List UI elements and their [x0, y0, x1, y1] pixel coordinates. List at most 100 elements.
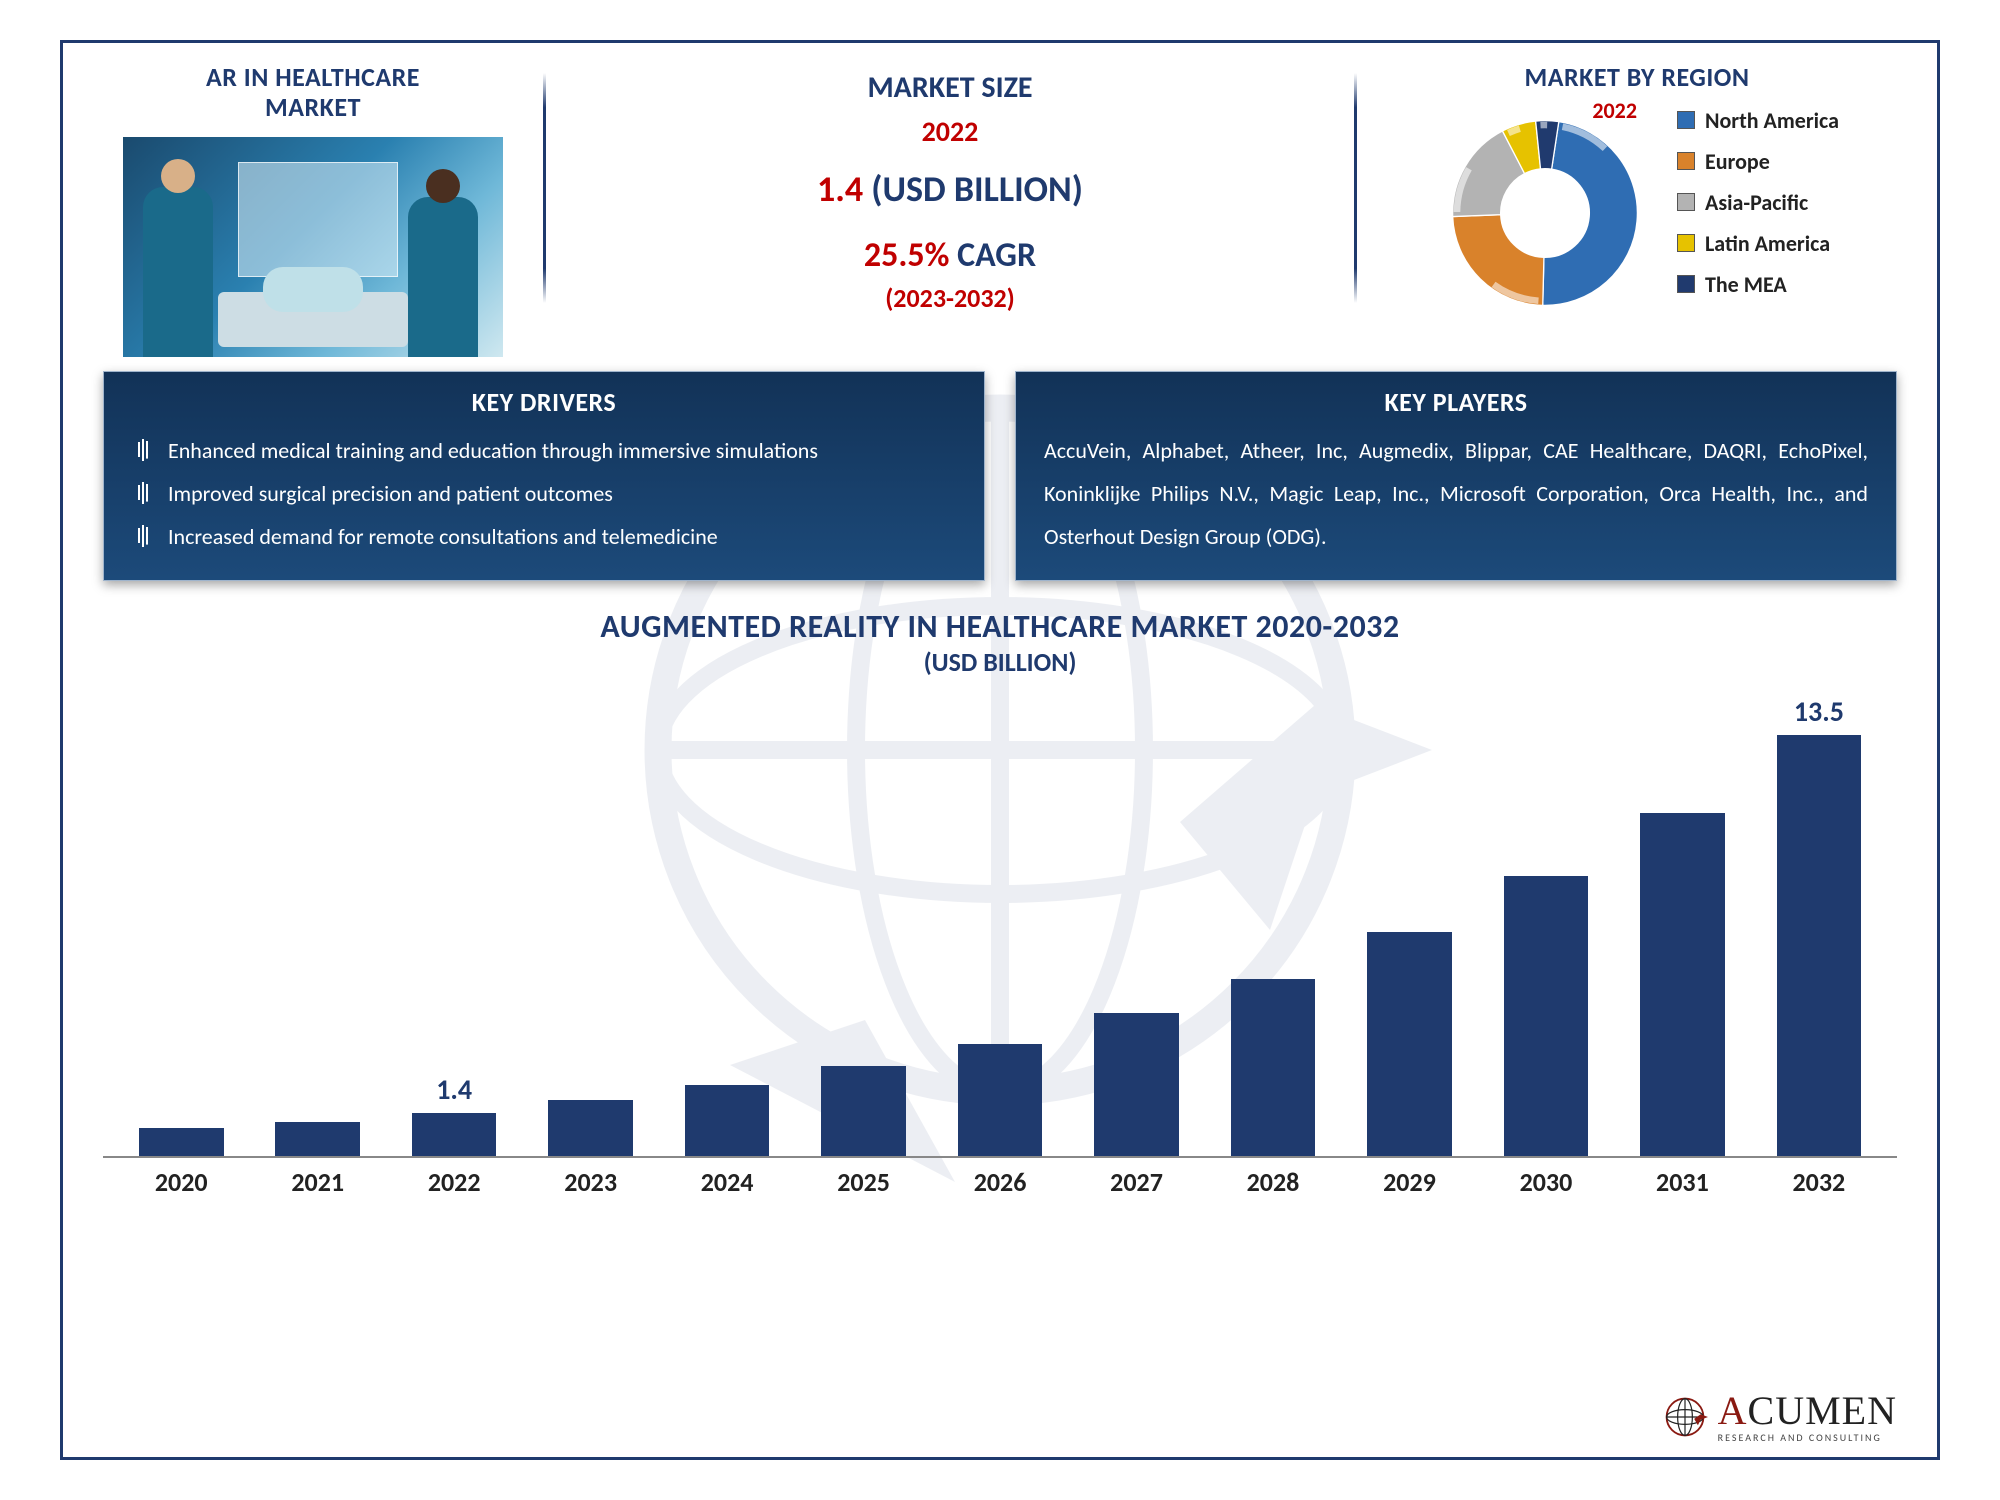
legend-label: Asia-Pacific — [1705, 189, 1808, 216]
bar-chart-title: AUGMENTED REALITY IN HEALTHCARE MARKET 2… — [103, 607, 1897, 678]
bar-slot — [1614, 698, 1750, 1156]
key-drivers-panel: KEY DRIVERS Enhanced medical training an… — [103, 371, 985, 582]
cagr-num: 25.5% — [864, 235, 950, 276]
bar — [1231, 979, 1316, 1157]
bar — [275, 1122, 360, 1156]
hero-image — [123, 137, 503, 357]
bar-chart: 1.4 13.5 — [103, 698, 1897, 1158]
legend-item: Latin America — [1677, 230, 1839, 257]
bar — [1094, 1013, 1179, 1157]
donut-chart: 2022 — [1435, 103, 1655, 323]
x-tick: 2027 — [1068, 1166, 1204, 1198]
bar — [1504, 876, 1589, 1157]
legend-label: North America — [1705, 107, 1839, 134]
legend-item: North America — [1677, 107, 1839, 134]
brand-text: ACUMEN RESEARCH AND CONSULTING — [1718, 1391, 1897, 1443]
bar — [1777, 735, 1862, 1156]
x-tick: 2028 — [1205, 1166, 1341, 1198]
brand-tagline: RESEARCH AND CONSULTING — [1718, 1433, 1897, 1443]
x-tick: 2020 — [113, 1166, 249, 1198]
market-size-label: MARKET SIZE — [867, 69, 1032, 106]
bar-slot — [249, 698, 385, 1156]
bar — [1367, 932, 1452, 1157]
bar-chart-title-l1: AUGMENTED REALITY IN HEALTHCARE MARKET 2… — [103, 607, 1897, 646]
key-players-title: KEY PLAYERS — [1044, 386, 1868, 418]
bar-slot — [795, 698, 931, 1156]
bar-slot — [1341, 698, 1477, 1156]
bar — [412, 1113, 497, 1157]
bar-value-label: 13.5 — [1751, 694, 1887, 729]
legend-item: Europe — [1677, 148, 1839, 175]
cagr-word: CAGR — [949, 235, 1036, 276]
driver-text: Increased demand for remote consultation… — [168, 516, 718, 559]
legend-swatch — [1677, 111, 1695, 129]
driver-item: Increased demand for remote consultation… — [132, 516, 956, 559]
x-tick: 2022 — [386, 1166, 522, 1198]
bar-slot — [1478, 698, 1614, 1156]
market-size-year: 2022 — [922, 114, 979, 149]
bar-slot — [659, 698, 795, 1156]
bar-value-label: 1.4 — [386, 1072, 522, 1107]
legend-swatch — [1677, 193, 1695, 211]
top-row: AR IN HEALTHCARE MARKET MARKET SIZE 2022… — [103, 63, 1897, 357]
bullet-icon — [132, 482, 154, 504]
donut-slice — [1543, 122, 1638, 306]
x-tick: 2025 — [795, 1166, 931, 1198]
mid-row: KEY DRIVERS Enhanced medical training an… — [103, 371, 1897, 582]
driver-item: Enhanced medical training and education … — [132, 430, 956, 473]
driver-item: Improved surgical precision and patient … — [132, 473, 956, 516]
key-drivers-title: KEY DRIVERS — [132, 386, 956, 418]
bar-slot — [932, 698, 1068, 1156]
driver-text: Enhanced medical training and education … — [168, 430, 818, 473]
legend-swatch — [1677, 275, 1695, 293]
driver-text: Improved surgical precision and patient … — [168, 473, 613, 516]
legend-label: Europe — [1705, 148, 1770, 175]
x-tick: 2023 — [522, 1166, 658, 1198]
legend-item: Asia-Pacific — [1677, 189, 1839, 216]
market-size-value: 1.4 (USD BILLION) — [817, 167, 1083, 211]
bar — [685, 1085, 770, 1157]
region-block: 2022 North America Europe Asia-Pacific Lati… — [1435, 103, 1839, 323]
donut-slice — [1453, 215, 1544, 306]
bar-slot — [1068, 698, 1204, 1156]
key-drivers-list: Enhanced medical training and education … — [132, 430, 956, 559]
hero-column: AR IN HEALTHCARE MARKET — [103, 63, 523, 357]
bar — [548, 1100, 633, 1156]
market-size-unit: (USD BILLION) — [863, 167, 1083, 211]
divider — [543, 73, 546, 303]
bar-chart-x-axis: 2020202120222023202420252026202720282029… — [103, 1166, 1897, 1198]
brand-name: ACUMEN — [1718, 1391, 1897, 1431]
bar — [139, 1128, 224, 1156]
x-tick: 2030 — [1478, 1166, 1614, 1198]
key-players-text: AccuVein, Alphabet, Atheer, Inc, Augmedi… — [1044, 430, 1868, 559]
market-size-column: MARKET SIZE 2022 1.4 (USD BILLION) 25.5%… — [566, 63, 1334, 314]
legend-label: Latin America — [1705, 230, 1830, 257]
bar-slot: 13.5 — [1751, 698, 1887, 1156]
market-cagr: 25.5% CAGR — [864, 235, 1036, 276]
key-players-panel: KEY PLAYERS AccuVein, Alphabet, Atheer, … — [1015, 371, 1897, 582]
x-tick: 2021 — [249, 1166, 385, 1198]
bar-slot — [113, 698, 249, 1156]
x-tick: 2029 — [1341, 1166, 1477, 1198]
hero-title-l2: MARKET — [206, 93, 420, 123]
infographic-frame: AR IN HEALTHCARE MARKET MARKET SIZE 2022… — [60, 40, 1940, 1460]
bar — [821, 1066, 906, 1157]
donut-svg — [1435, 103, 1655, 323]
market-size-num: 1.4 — [817, 167, 863, 211]
brand-logo: ACUMEN RESEARCH AND CONSULTING — [1662, 1391, 1897, 1443]
bullet-icon — [132, 525, 154, 547]
bar-slot — [522, 698, 658, 1156]
bullet-icon — [132, 439, 154, 461]
x-tick: 2026 — [932, 1166, 1068, 1198]
brand-globe-icon — [1662, 1394, 1708, 1440]
hero-title-l1: AR IN HEALTHCARE — [206, 63, 420, 93]
hero-title: AR IN HEALTHCARE MARKET — [206, 63, 420, 123]
region-column: MARKET BY REGION 2022 North AmericaEurop… — [1377, 63, 1897, 323]
bar-slot — [1205, 698, 1341, 1156]
region-legend: North America Europe Asia-Pacific Latin Ame… — [1677, 107, 1839, 323]
legend-label: The MEA — [1705, 271, 1787, 298]
legend-swatch — [1677, 152, 1695, 170]
x-tick: 2031 — [1614, 1166, 1750, 1198]
bar-chart-title-l2: (USD BILLION) — [103, 646, 1897, 678]
x-tick: 2024 — [659, 1166, 795, 1198]
